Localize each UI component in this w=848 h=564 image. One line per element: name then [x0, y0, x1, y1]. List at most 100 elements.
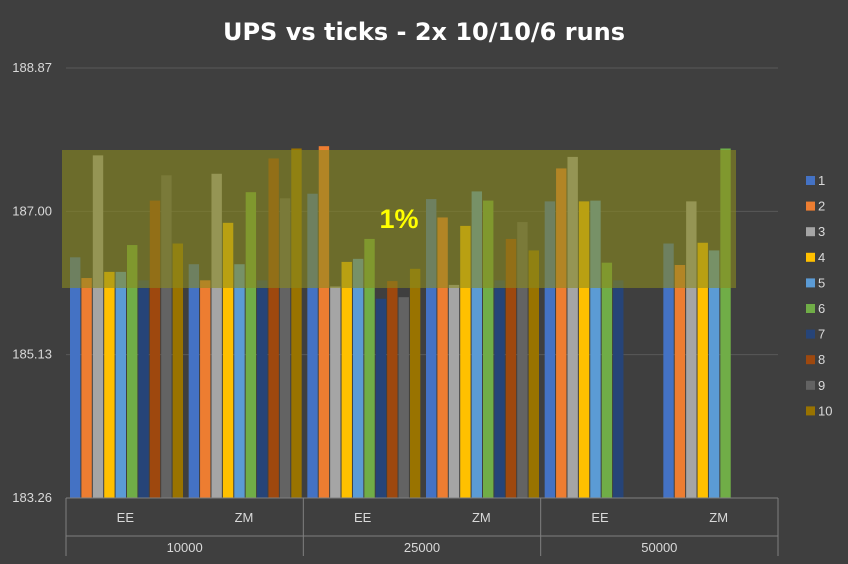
bar [398, 297, 409, 498]
bar [318, 146, 330, 498]
bar [505, 238, 517, 498]
bar [364, 238, 375, 498]
legend-item: 9 [806, 378, 825, 393]
bar [708, 250, 720, 498]
bar [387, 281, 398, 498]
legend-item: 2 [806, 199, 825, 214]
x-tick-label: EE [591, 510, 609, 525]
bar [567, 156, 578, 498]
legend-item: 1 [806, 173, 825, 188]
bar [409, 268, 421, 498]
band-label: 1% [379, 204, 418, 234]
bar [494, 280, 505, 498]
bar [663, 243, 674, 498]
bar [601, 262, 613, 498]
legend-label: 9 [818, 378, 825, 393]
y-tick-label: 185.13 [12, 347, 52, 362]
legend-item: 8 [806, 352, 825, 367]
bar [188, 264, 200, 498]
bar [149, 200, 161, 499]
legend: 1 2 3 4 5 6 7 8 9 10 [806, 173, 832, 418]
x-tick-label: EE [354, 510, 372, 525]
x-group-label: 25000 [404, 540, 440, 555]
legend-label: 6 [818, 301, 825, 316]
legend-item: 6 [806, 301, 825, 316]
legend-swatch [806, 176, 815, 185]
bar [448, 284, 460, 498]
bar [172, 243, 183, 498]
bar [222, 222, 234, 498]
bar [211, 173, 222, 499]
bar [81, 278, 92, 498]
bar [279, 198, 291, 498]
legend-label: 4 [818, 250, 825, 265]
bar [556, 168, 567, 499]
bar [307, 193, 318, 498]
legend-label: 7 [818, 327, 825, 342]
bar [352, 258, 364, 498]
legend-item: 4 [806, 250, 825, 265]
bar [674, 264, 686, 498]
legend-swatch [806, 278, 815, 288]
x-tick-label: ZM [472, 510, 491, 525]
legend-swatch [806, 304, 815, 313]
y-tick-label: 183.26 [12, 490, 52, 505]
bar [200, 280, 211, 498]
legend-item: 5 [806, 275, 825, 290]
legend-swatch [806, 227, 815, 237]
x-axis: EE ZM EE ZM EE ZM 10000 25000 50000 [65, 497, 779, 556]
bar [234, 264, 245, 498]
x-tick-label: ZM [709, 510, 728, 525]
y-tick-label: 188.87 [12, 60, 52, 75]
bar [268, 158, 279, 499]
bar [245, 192, 257, 498]
bar [544, 201, 556, 498]
bar [92, 155, 104, 498]
bar [578, 201, 590, 498]
bar [138, 280, 149, 498]
bar [697, 242, 708, 498]
bar [330, 286, 341, 498]
bar [613, 280, 624, 498]
x-group-label: 10000 [167, 540, 203, 555]
legend-swatch [806, 380, 815, 390]
bar [104, 271, 115, 498]
bar [70, 257, 81, 498]
bar [460, 225, 471, 498]
legend-label: 1 [818, 173, 825, 188]
bar [528, 250, 539, 498]
x-group-label: 50000 [641, 540, 677, 555]
legend-label: 3 [818, 224, 825, 239]
bar [720, 148, 731, 499]
legend-item: 3 [806, 224, 825, 239]
bar [590, 200, 601, 499]
bars [70, 146, 731, 499]
bar [517, 222, 528, 498]
y-tick-label: 187.00 [12, 203, 52, 218]
legend-swatch [806, 252, 815, 262]
legend-item: 10 [806, 403, 832, 418]
legend-swatch [806, 406, 815, 416]
legend-label: 5 [818, 275, 825, 290]
bar [291, 148, 302, 499]
chart-title: UPS vs ticks - 2x 10/10/6 runs [223, 18, 625, 46]
x-tick-label: ZM [235, 510, 254, 525]
legend-label: 10 [818, 403, 832, 418]
bar [483, 200, 494, 499]
legend-label: 2 [818, 199, 825, 214]
bar [471, 191, 482, 498]
legend-item: 7 [806, 327, 825, 342]
y-axis-ticks: 183.26 185.13 187.00 188.87 [12, 60, 52, 505]
bar [257, 280, 268, 498]
bar [115, 271, 126, 498]
bar [686, 201, 697, 498]
legend-swatch [806, 201, 815, 211]
bar [161, 175, 172, 498]
bar [426, 199, 437, 498]
bar [437, 217, 448, 498]
one-percent-band [62, 150, 736, 288]
legend-label: 8 [818, 352, 825, 367]
bar [375, 298, 387, 498]
legend-swatch [806, 355, 815, 365]
